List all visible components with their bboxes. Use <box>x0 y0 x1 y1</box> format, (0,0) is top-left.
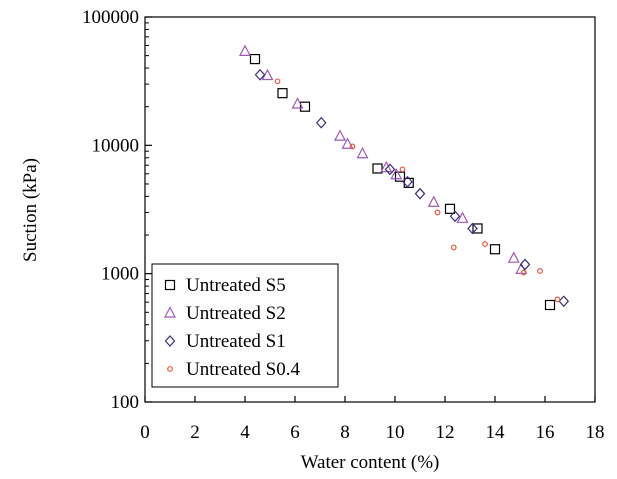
data-point <box>249 53 261 65</box>
legend-marker <box>164 279 176 291</box>
data-point <box>507 251 520 263</box>
x-tick-label: 12 <box>436 422 455 443</box>
x-tick-label: 6 <box>290 422 300 443</box>
x-axis-title: Water content (%) <box>301 452 440 473</box>
x-tick-label: 2 <box>190 422 200 443</box>
data-point <box>341 137 354 149</box>
data-point <box>315 116 327 129</box>
data-point <box>520 269 527 276</box>
data-point <box>414 187 426 200</box>
data-point <box>444 203 456 214</box>
data-point <box>399 166 406 173</box>
legend-marker <box>167 366 173 372</box>
legend-marker <box>164 335 176 347</box>
series-diamond <box>254 68 570 308</box>
legend-marker <box>164 306 176 318</box>
data-point <box>390 167 403 180</box>
data-point <box>356 146 369 159</box>
data-point <box>372 163 383 174</box>
data-point <box>239 44 251 56</box>
data-point <box>558 295 570 308</box>
data-points <box>239 44 570 311</box>
data-point <box>384 163 396 176</box>
data-point <box>467 222 478 235</box>
data-point <box>554 296 561 303</box>
data-point <box>434 209 441 216</box>
data-point <box>456 211 469 223</box>
data-point <box>519 258 531 271</box>
data-point <box>544 299 556 311</box>
data-point <box>402 175 413 188</box>
legend: Untreated S5 Untreated S2 Untreated S1 Untr… <box>151 263 339 388</box>
y-tick-label: 10000 <box>92 135 140 156</box>
x-tick-label: 16 <box>536 422 555 443</box>
data-point <box>254 68 266 81</box>
data-point <box>394 171 406 182</box>
legend-label: Untreated S5 <box>186 275 286 296</box>
data-point <box>482 241 488 247</box>
data-point <box>334 129 346 141</box>
y-tick-label: 1000 <box>101 264 139 285</box>
data-point <box>274 78 281 85</box>
data-point <box>449 210 461 223</box>
data-point <box>291 97 304 109</box>
data-point <box>277 88 288 99</box>
legend-label: Untreated S0.4 <box>186 359 300 380</box>
x-axis: 0 2 4 6 8 10 12 14 16 18 <box>140 396 605 443</box>
data-point <box>537 268 543 274</box>
x-tick-label: 8 <box>340 422 350 443</box>
data-point <box>450 244 457 251</box>
y-tick-label: 100000 <box>82 7 139 28</box>
x-tick-label: 0 <box>140 422 150 443</box>
data-point <box>427 195 440 207</box>
y-axis-title: Suction (kPa) <box>20 158 41 262</box>
plot-area <box>144 16 596 403</box>
data-point <box>380 160 393 173</box>
data-point <box>489 244 501 255</box>
series-circle <box>274 78 561 303</box>
series-triangle <box>239 44 528 274</box>
x-tick-label: 4 <box>240 422 250 443</box>
legend-label: Untreated S1 <box>186 331 286 352</box>
legend-label: Untreated S2 <box>186 303 286 324</box>
legend-box <box>151 263 339 388</box>
x-tick-label: 18 <box>586 422 605 443</box>
x-tick-label: 14 <box>486 422 506 443</box>
data-point <box>299 101 311 112</box>
y-axis: 100 1000 10000 100000 <box>82 7 152 413</box>
y-tick-label: 100 <box>111 392 140 413</box>
x-tick-label: 10 <box>386 422 405 443</box>
data-point <box>349 143 356 150</box>
data-point <box>472 223 483 234</box>
